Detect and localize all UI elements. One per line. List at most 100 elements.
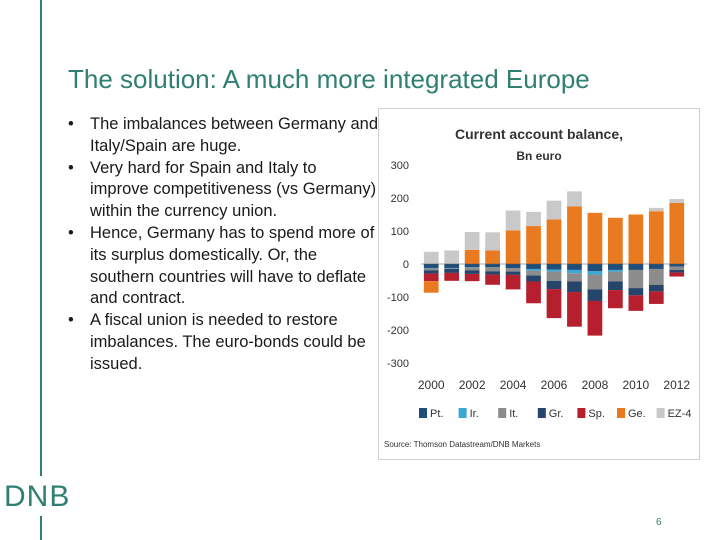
bar-segment-ir [444, 267, 460, 269]
bar-segment-ge [567, 206, 582, 264]
bullet-list: • The imbalances between Germany and Ital… [68, 114, 378, 376]
bar-segment-it [587, 274, 603, 290]
bullet-item: • Hence, Germany has to spend more of its… [68, 223, 378, 310]
bar-segment-sp [628, 295, 644, 311]
x-tick-label: 2002 [459, 378, 486, 392]
bar-segment-pt [546, 264, 562, 270]
legend-label: Ir. [470, 408, 479, 420]
bar-segment-ez4 [505, 210, 521, 231]
x-tick-label: 2008 [582, 378, 609, 392]
bar-segment-it [608, 271, 623, 282]
bar-segment-ez4 [423, 251, 439, 264]
bullet-text: Hence, Germany has to spend more of its … [90, 223, 375, 308]
bar-segment-sp [567, 292, 582, 327]
bar-segment-sp [608, 290, 623, 309]
chart-panel: Current account balance, Bn euro Source:… [378, 108, 700, 460]
bullet-item: • Very hard for Spain and Italy to improv… [68, 158, 378, 223]
legend-label: It. [509, 408, 518, 420]
bar-segment-gr [648, 284, 664, 292]
bar-segment-ez4 [485, 232, 500, 251]
legend-label: Gr. [549, 408, 564, 420]
bar-segment-ir [567, 269, 582, 274]
bar-segment-ge [505, 230, 521, 264]
y-tick-label: 200 [391, 193, 409, 205]
bar-segment-gr [587, 289, 603, 301]
bar-segment-gr [628, 288, 644, 296]
legend-label: Pt. [430, 408, 443, 420]
x-tick-label: 2004 [500, 378, 527, 392]
bar-segment-ir [526, 268, 541, 271]
legend-label: Ge. [628, 408, 646, 420]
y-tick-label: 300 [391, 160, 409, 172]
bar-segment-sp [546, 289, 562, 319]
bar-segment-gr [546, 280, 562, 290]
bar-segment-it [628, 269, 644, 289]
bar-segment-sp [669, 272, 685, 277]
bar-segment-sp [423, 273, 439, 282]
bar-segment-ge [485, 250, 500, 264]
bar-segment-ir [423, 267, 439, 269]
bullet-marker: • [68, 115, 74, 133]
bar-segment-pt [608, 264, 623, 270]
bar-segment-gr [423, 270, 439, 274]
bar-segment-gr [526, 275, 541, 282]
bar-segment-ez4 [464, 231, 480, 250]
x-tick-label: 2010 [622, 378, 649, 392]
x-tick-label: 2012 [663, 378, 690, 392]
y-tick-label: 100 [391, 226, 409, 238]
bar-segment-ge [546, 219, 562, 264]
x-tick-label: 2000 [418, 378, 445, 392]
bar-segment-sp [444, 272, 460, 281]
bar-segment-sp [505, 274, 521, 290]
y-tick-label: -100 [387, 292, 409, 304]
bar-segment-ez4 [526, 211, 541, 227]
bar-segment-pt [444, 264, 460, 268]
legend-label: Sp. [588, 408, 605, 420]
bar-segment-pt [505, 264, 521, 269]
bar-segment-gr [464, 270, 480, 274]
bar-segment-it [485, 267, 500, 272]
bar-segment-ez4 [444, 250, 460, 264]
bar-segment-it [444, 268, 460, 269]
page-title: The solution: A much more integrated Eur… [68, 64, 590, 94]
chart-source: Source: Thomson Datastream/DNB Markets [384, 440, 540, 449]
bullet-marker: • [68, 223, 74, 242]
bullet-marker: • [68, 311, 74, 330]
bar-segment-ge [526, 226, 541, 264]
bar-segment-ez4 [669, 198, 685, 203]
bar-segment-gr [567, 281, 582, 293]
bullet-marker: • [68, 158, 74, 177]
bar-segment-it [505, 268, 521, 272]
bar-segment-gr [505, 271, 521, 275]
bar-segment-ez4 [648, 207, 664, 212]
legend-swatch [656, 408, 665, 418]
bar-segment-it [648, 268, 664, 285]
bar-segment-it [464, 267, 480, 271]
bar-segment-gr [485, 271, 500, 275]
page-number: 6 [656, 517, 662, 528]
bullet-text: A fiscal union is needed to restore imba… [90, 311, 366, 373]
bullet-text: Very hard for Spain and Italy to improve… [90, 158, 377, 221]
dnb-logo: DNB [4, 480, 71, 513]
bar-segment-pt [526, 264, 541, 269]
bar-segment-pt [628, 264, 644, 270]
legend-swatch [537, 408, 546, 418]
legend-swatch [577, 408, 586, 418]
bar-segment-ez4 [546, 200, 562, 220]
stacked-bar-chart: Current account balance, Bn euro Source:… [384, 126, 692, 449]
bar-segment-sp [485, 274, 500, 285]
bar-segment-pt [464, 264, 480, 268]
bullet-item: • The imbalances between Germany and Ital… [68, 114, 378, 158]
bar-segment-pt [669, 264, 685, 267]
legend-label: EZ-4 [668, 408, 692, 420]
chart-subtitle: Bn euro [516, 149, 561, 163]
vertical-accent-line [40, 0, 42, 540]
bar-segment-it [526, 270, 541, 276]
bar-segment-ge [587, 212, 603, 264]
bar-segment-gr [608, 281, 623, 291]
bar-segment-ge [648, 211, 664, 264]
bar-segment-pt [423, 264, 439, 268]
chart-title: Current account balance, [455, 126, 623, 142]
bar-segment-pt [648, 264, 664, 269]
bar-segment-it [669, 266, 685, 270]
